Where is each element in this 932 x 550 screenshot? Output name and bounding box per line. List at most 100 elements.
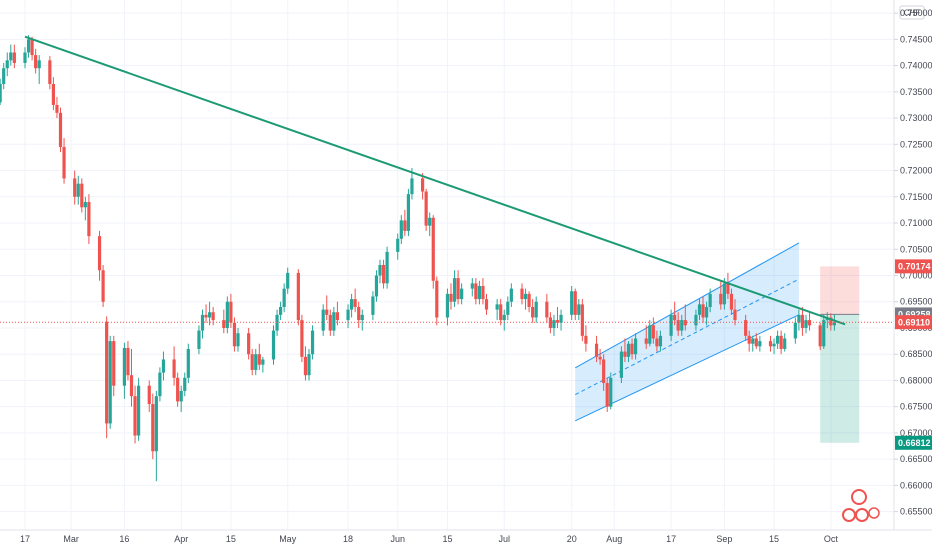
candle-body: [26, 39, 31, 53]
channel-lower-line[interactable]: [575, 314, 800, 422]
candle-body: [211, 312, 215, 321]
x-tick-label: Apr: [174, 534, 188, 544]
candle-body: [261, 359, 265, 365]
drawing-lines[interactable]: [0, 35, 894, 326]
candle-body: [87, 202, 91, 237]
candle-body: [754, 338, 758, 347]
candle-body: [399, 220, 403, 239]
y-tick-label: 0.70500: [900, 244, 932, 254]
candle-body: [460, 288, 464, 300]
candle-body: [531, 306, 535, 318]
tradingview-logo: [842, 489, 880, 522]
candle-body: [51, 83, 55, 105]
x-tick-label: Jul: [498, 534, 510, 544]
candle-body: [403, 220, 407, 231]
candle-body: [421, 178, 425, 192]
candle-body: [470, 283, 474, 289]
candle-body: [829, 317, 833, 326]
x-tick-label: 17: [666, 534, 676, 544]
candle-body: [697, 304, 702, 315]
channel-fill[interactable]: [575, 242, 799, 421]
candle-body: [658, 335, 663, 347]
candle-body: [97, 236, 102, 271]
candle-body: [424, 191, 428, 226]
candle-body: [200, 314, 205, 331]
logo-circle-1: [842, 508, 856, 522]
candle-body: [257, 354, 261, 365]
candle-body: [325, 309, 329, 315]
candle-body: [428, 217, 432, 226]
trend-line[interactable]: [24, 35, 846, 326]
x-tick-label: 16: [119, 534, 129, 544]
candle-body: [602, 359, 606, 384]
candle-body: [275, 314, 279, 331]
candle-body: [474, 283, 478, 300]
candle-body: [555, 320, 560, 323]
x-tick-label: 15: [442, 534, 452, 544]
candle-body: [108, 341, 112, 424]
candle-body: [0, 83, 2, 103]
x-tick-label: 17: [20, 534, 30, 544]
candle-body: [161, 359, 166, 373]
candle-body: [335, 312, 339, 321]
y-tick-label: 0.66000: [900, 480, 932, 490]
axes: CHF: [0, 0, 932, 531]
candle-body: [34, 55, 38, 69]
price-badge-label: 0.70174: [898, 262, 931, 272]
stop-loss-zone[interactable]: [820, 266, 860, 315]
candle-body: [374, 275, 379, 297]
currency-box[interactable]: [899, 5, 925, 20]
candle-body: [133, 396, 137, 436]
candle-body: [328, 314, 332, 331]
candle-body: [197, 330, 201, 349]
candle-body: [570, 291, 574, 315]
candle-body: [296, 272, 300, 321]
x-tick-label: 18: [343, 534, 353, 544]
candle-body: [747, 335, 751, 344]
candle-body: [605, 383, 609, 407]
position-tool[interactable]: [820, 266, 860, 443]
x-tick-label: Jun: [390, 534, 405, 544]
candle-body: [779, 335, 783, 349]
candle-body: [286, 272, 290, 289]
candle-body: [396, 238, 400, 252]
candle-body: [137, 385, 141, 436]
candle-body: [495, 304, 499, 310]
price-badge-label: 0.66812: [898, 438, 931, 448]
time-axis[interactable]: 17 Mar 16 Apr 15 May 18 Jun 15 Jul 20 Aug 17 Sep 15 Oct: [20, 534, 838, 544]
candle-body: [619, 351, 623, 378]
candle-body: [669, 314, 673, 336]
candle-body: [101, 270, 105, 302]
candle-body: [445, 293, 450, 318]
parallel-channel[interactable]: [575, 242, 800, 422]
candle-body: [147, 385, 151, 405]
candle-body: [758, 341, 762, 347]
candle-body: [225, 301, 229, 328]
x-tick-label: Oct: [824, 534, 839, 544]
y-tick-label: 0.67000: [900, 428, 932, 438]
candle-body: [371, 296, 375, 315]
candle-body: [609, 377, 613, 407]
candle-body: [37, 60, 41, 69]
channel-upper-line[interactable]: [575, 242, 800, 369]
candle-body: [381, 265, 386, 284]
candle-body: [58, 112, 63, 147]
candles: [0, 35, 836, 482]
candle-body: [23, 52, 27, 63]
take-profit-zone[interactable]: [820, 314, 860, 443]
candle-body: [12, 52, 16, 63]
price-badge-label: 0.69110: [898, 317, 930, 327]
currency-label: CHF: [904, 9, 921, 18]
candle-body: [527, 293, 531, 307]
candle-body: [353, 299, 357, 307]
candle-body: [776, 335, 780, 344]
y-tick-label: 0.73000: [900, 113, 932, 123]
y-tick-label: 0.65500: [900, 507, 932, 517]
candle-body: [346, 309, 350, 321]
candle-body: [634, 338, 638, 355]
candle-body: [204, 314, 208, 318]
candle-body: [655, 338, 659, 347]
candle-body: [822, 320, 826, 347]
y-tick-label: 0.74000: [900, 61, 932, 71]
